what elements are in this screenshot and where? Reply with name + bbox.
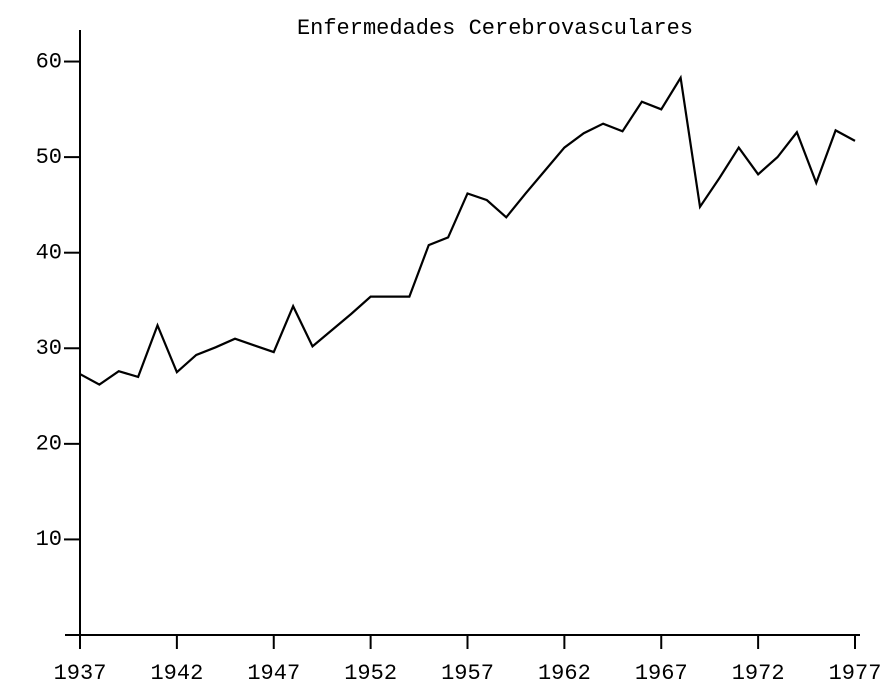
- y-tick-label: 40: [36, 241, 62, 266]
- x-tick-label: 1972: [732, 661, 785, 686]
- x-tick-label: 1967: [635, 661, 688, 686]
- x-tick-label: 1952: [344, 661, 397, 686]
- x-tick-label: 1962: [538, 661, 591, 686]
- x-tick-label: 1942: [150, 661, 203, 686]
- chart-title: Enfermedades Cerebrovasculares: [297, 16, 693, 41]
- y-tick-label: 10: [36, 527, 62, 552]
- data-line: [79, 74, 856, 386]
- y-tick-label: 30: [36, 336, 62, 361]
- y-tick-label: 20: [36, 432, 62, 457]
- x-tick-label: 1937: [54, 661, 107, 686]
- y-tick-label: 50: [36, 145, 62, 170]
- y-tick-label: 60: [36, 49, 62, 74]
- x-tick-label: 1957: [441, 661, 494, 686]
- x-tick-label: 1947: [247, 661, 300, 686]
- x-tick-label: 1977: [829, 661, 882, 686]
